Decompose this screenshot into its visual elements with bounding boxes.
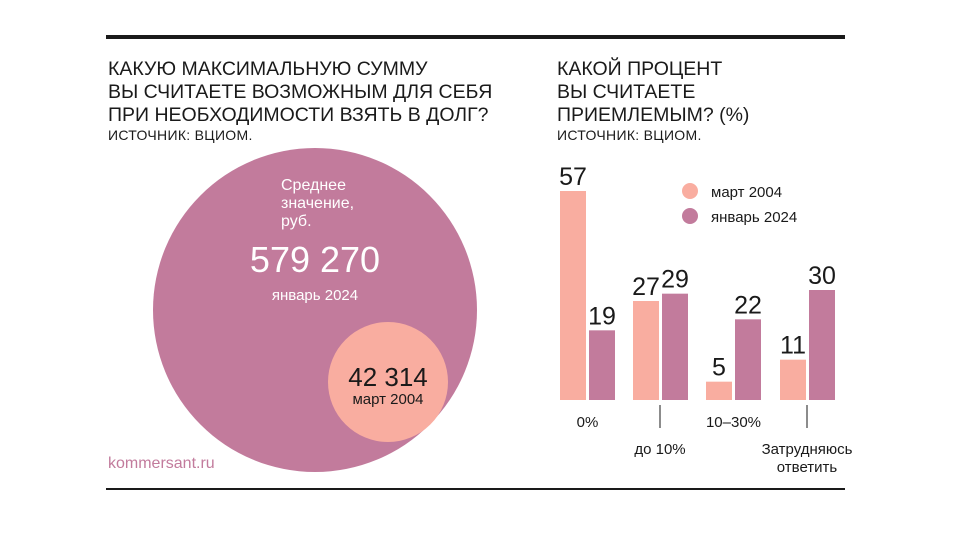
legend-label: март 2004 xyxy=(711,184,782,201)
category-label: 0% xyxy=(577,414,599,431)
left-title: КАКУЮ МАКСИМАЛЬНУЮ СУММУ ВЫ СЧИТАЕТЕ ВОЗ… xyxy=(108,58,492,127)
right-title-line: КАКОЙ ПРОЦЕНТ xyxy=(557,58,723,80)
bubble-annotation: Среднее xyxy=(281,177,346,194)
category-label: ответить xyxy=(777,459,838,476)
brand-logo-text: kommersant.ru xyxy=(108,455,215,472)
bar-value-label: 22 xyxy=(734,291,762,319)
bar-value-label: 11 xyxy=(780,332,806,360)
bubble-value-january-2024: 579 270 xyxy=(250,239,380,280)
right-title: КАКОЙ ПРОЦЕНТ ВЫ СЧИТАЕТЕ ПРИЕМЛЕМЫМ? (%… xyxy=(557,58,749,127)
bar-march-2004 xyxy=(706,381,732,400)
right-source: ИСТОЧНИК: ВЦИОМ. xyxy=(557,127,702,143)
top-rule xyxy=(106,35,845,39)
bar-value-label: 30 xyxy=(808,262,836,290)
left-source: ИСТОЧНИК: ВЦИОМ. xyxy=(108,127,253,143)
bar-value-label: 5 xyxy=(712,354,726,382)
bar-january-2024 xyxy=(735,319,761,400)
bar-march-2004 xyxy=(633,301,659,400)
left-title-line: ВЫ СЧИТАЕТЕ ВОЗМОЖНЫМ ДЛЯ СЕБЯ xyxy=(108,81,493,103)
bar-value-label: 27 xyxy=(632,273,660,301)
legend-swatch xyxy=(682,183,698,199)
bar-march-2004 xyxy=(560,191,586,400)
bar-january-2024 xyxy=(809,290,835,400)
bubble-label-march-2004: март 2004 xyxy=(352,391,423,408)
bar-march-2004 xyxy=(780,359,806,400)
bubble-march-2004 xyxy=(328,322,448,442)
legend-label: январь 2024 xyxy=(711,209,797,226)
bar-value-label: 29 xyxy=(661,266,689,294)
bottom-rule xyxy=(106,488,845,490)
bubble-value-march-2004: 42 314 xyxy=(348,362,428,392)
right-title-line: ПРИЕМЛЕМЫМ? (%) xyxy=(557,104,750,126)
bar-january-2024 xyxy=(662,293,688,400)
bar-value-label: 57 xyxy=(559,163,587,191)
category-label: 10–30% xyxy=(706,414,761,431)
category-label: Затрудняюсь xyxy=(762,441,853,458)
category-label: до 10% xyxy=(634,441,685,458)
right-title-line: ВЫ СЧИТАЕТЕ xyxy=(557,81,696,103)
bubble-label-january-2024: январь 2024 xyxy=(272,287,358,304)
bar-january-2024 xyxy=(589,330,615,400)
bar-value-label: 19 xyxy=(588,302,616,330)
bubble-annotation: значение, xyxy=(281,195,354,212)
left-title-line: ПРИ НЕОБХОДИМОСТИ ВЗЯТЬ В ДОЛГ? xyxy=(108,104,489,126)
bubble-annotation: руб. xyxy=(281,213,312,230)
legend-swatch xyxy=(682,208,698,224)
left-title-line: КАКУЮ МАКСИМАЛЬНУЮ СУММУ xyxy=(108,58,428,80)
